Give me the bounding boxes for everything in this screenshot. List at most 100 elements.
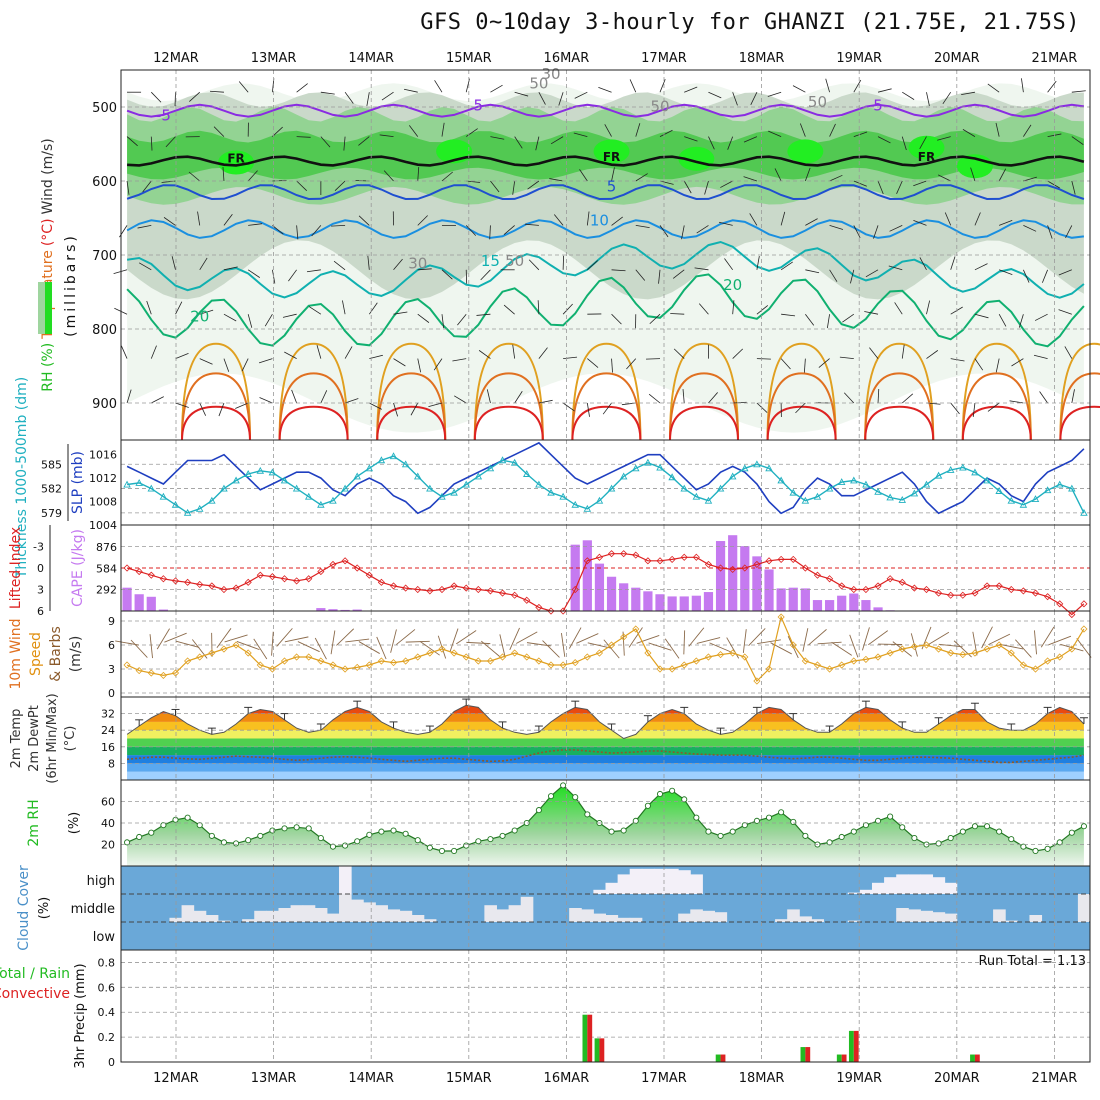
wind-barb [558,92,564,106]
thickness-point [450,488,458,496]
wind-barb-10m [330,630,336,655]
wind-barb [247,314,253,328]
lifted-tick-label: 0 [37,562,44,575]
warm-isotherm [961,342,1032,441]
date-label: 16MAR [544,51,590,66]
wind-barb-10m [576,633,599,644]
lifted-cape-panel: -3 0 3 6 876 584 292 Lifted Index CAPE (J/kg) [8,525,1090,619]
cape-bar [328,609,338,611]
wind-barb [839,356,854,359]
rh-point [862,822,869,829]
wind-barb [1065,225,1073,239]
wind-barb [258,358,273,364]
wind-barb [369,402,382,410]
lifted-index-point [995,582,1003,590]
rh-point [257,832,264,839]
warm-isotherm [181,342,251,441]
isotherm-line [126,184,1085,201]
rh-point [196,822,203,829]
rh-point [838,833,845,841]
thickness-point [183,508,192,516]
wind-barb [223,313,237,322]
wind-barb [961,91,976,96]
wind-speed-point [644,649,652,657]
thickness-point [220,484,228,492]
temperature-stripe [121,697,1090,705]
rh-point [148,829,155,836]
cloud-middle-bar [775,919,788,922]
wind-barb [659,79,666,93]
temperature-stripe [127,713,1084,722]
wind-barb [767,91,782,97]
wind-barb-10m [164,632,187,643]
wind-barb [553,214,564,226]
thickness-point [874,487,882,495]
wind-barb [698,303,709,315]
rh-core [908,135,945,160]
isotherm-label: 30 [408,254,427,272]
wind-speed-point [922,641,931,649]
wind-barb [175,301,183,315]
thickness-point [292,484,301,492]
wind-barb-10m [636,635,660,644]
wind-barb [829,269,838,282]
date-label: 14MAR [348,1071,394,1086]
wind-barb [602,402,612,415]
wind-barb [799,123,806,137]
wind-barb-10m [449,628,459,652]
wind-barb [222,167,225,182]
wind-speed-point [1068,645,1076,653]
cape-bar [873,607,883,611]
wind-barb [853,225,861,239]
rh-area [127,785,1084,866]
wind-speed-point [317,657,325,665]
upper-title-part: Wind (m/s) [40,138,56,214]
wind-barb [342,300,346,315]
isotherm-label: FR [918,150,935,164]
wind-speed-point [680,661,688,669]
wind-barb [441,314,445,329]
cloud-middle-bar [714,912,728,922]
lifted-index-point [365,571,373,579]
precip-total-bar [594,1038,600,1062]
date-label: 13MAR [251,1071,297,1086]
cloud-middle-bar [847,920,861,922]
date-label: 21MAR [1032,1071,1078,1086]
temperature-title-part: 2m Temp [9,709,24,769]
wind-barb [913,180,927,187]
wind-speed-point [801,657,809,665]
wind-barb [524,223,539,226]
rh-point [560,782,567,789]
precip-legend-entry: Total / Rain [0,966,70,982]
temperature-line [126,704,1085,740]
lifted-index-point [147,571,155,579]
rh-tick-label: 40 [101,817,115,830]
thickness-point [498,456,507,464]
wind-barb [165,136,176,148]
wind-barb [1041,269,1048,283]
rh-point [947,835,954,842]
cloud-high-bar [932,877,946,894]
wind-barb [296,83,308,93]
rh-point [366,831,373,838]
wind-barb-10m [802,628,809,652]
wind-barb [368,302,378,315]
lifted-index-point [680,553,688,561]
cloud-middle-bar [678,913,691,922]
thickness-point [789,488,798,496]
wind-barb-10m [358,641,380,654]
lifted-index-point [874,582,882,590]
wind-barb [1023,225,1037,232]
rh-point [1044,845,1051,852]
isotherm-label: 20 [190,308,209,326]
cloud-axis-title: Cloud Cover [16,865,32,951]
isotherm-label: 15 [481,252,500,270]
wind-barb [768,130,782,137]
wind-barb [113,269,128,275]
wind-barb [528,259,540,271]
temperature-title-part: 2m DewPt [27,705,42,772]
wind-speed-point [305,653,313,661]
cloud-middle-bar [217,920,231,922]
slp-tick-label: 1016 [89,449,117,462]
cloud-middle-bar [617,917,631,922]
